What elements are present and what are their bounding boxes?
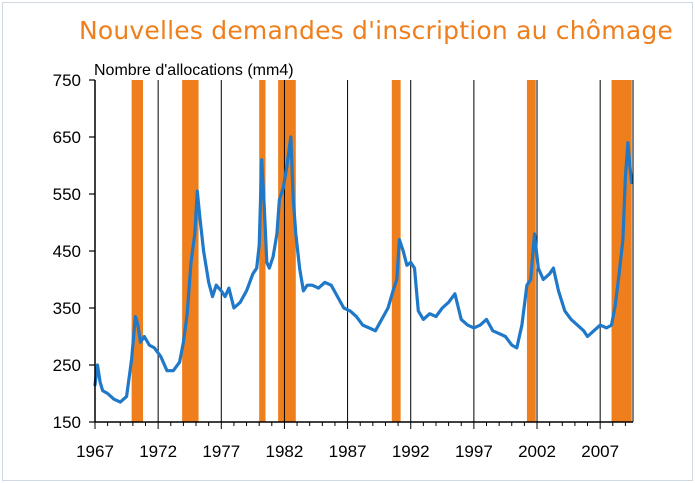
- x-tick-label-1977: 1977: [202, 442, 240, 461]
- chart-title: Nouvelles demandes d'inscription au chôm…: [78, 16, 673, 45]
- recession-band-2: [182, 80, 199, 422]
- axes: [94, 80, 634, 423]
- y-tick-label-350: 350: [53, 299, 81, 318]
- x-tick-label-2002: 2002: [518, 442, 556, 461]
- x-tick-label-1972: 1972: [139, 442, 177, 461]
- series-layer: [93, 135, 634, 404]
- x-tick-label-2007: 2007: [581, 442, 619, 461]
- series-line-1: [93, 135, 634, 404]
- recession-band-5: [391, 80, 401, 422]
- x-tick-label-1997: 1997: [455, 442, 493, 461]
- x-tick-labels: 1967 1972 1977 1982 1987 1992 1997 2002 2007: [76, 422, 626, 461]
- x-tick-label-1992: 1992: [392, 442, 430, 461]
- x-tick-label-1982: 1982: [266, 442, 304, 461]
- y-axis-label: Nombre d'allocations (mm4): [94, 62, 294, 79]
- recession-band-3: [259, 80, 266, 422]
- y-tick-label-450: 450: [53, 242, 81, 261]
- y-tick-label-750: 750: [53, 71, 81, 90]
- recession-band-4: [278, 80, 296, 422]
- recession-bands: [131, 80, 632, 422]
- y-tick-label-650: 650: [53, 128, 81, 147]
- y-tick-labels: 750 650 550 450 350 250 150: [53, 71, 95, 432]
- y-tick-label-150: 150: [53, 413, 81, 432]
- y-tick-label-250: 250: [53, 356, 81, 375]
- x-tick-label-1967: 1967: [76, 442, 114, 461]
- x-tick-label-1987: 1987: [329, 442, 367, 461]
- recession-band-1: [131, 80, 143, 422]
- recession-band-6: [526, 80, 536, 422]
- y-tick-label-550: 550: [53, 185, 81, 204]
